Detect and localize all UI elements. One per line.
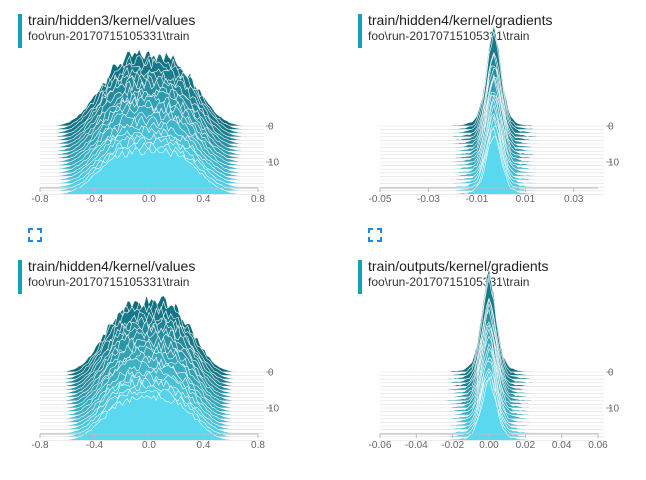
x-tick-label: 0.06 [588, 440, 608, 451]
card-header: train/hidden4/kernel/gradients foo\run-2… [358, 12, 553, 48]
x-tick-label: 0.8 [251, 440, 265, 451]
x-tick-label: -0.06 [369, 440, 392, 451]
card-header: train/hidden4/kernel/values foo\run-2017… [18, 258, 196, 294]
histogram-chart: 0 10 -0.8 -0.4 0.0 0.4 0.8 [31, 294, 280, 451]
y-tick-label: 10 [268, 404, 280, 415]
histogram-ridge-step [40, 392, 258, 441]
histogram-chart: 0 10 -0.8 -0.4 0.0 0.4 0.8 [31, 48, 280, 205]
x-tick-label: 0.02 [516, 440, 536, 451]
y-tick-label: 10 [608, 404, 620, 415]
histogram-chart: 0 10 -0.06 -0.04 -0.02 0.00 0.02 0.04 0.06 [369, 268, 620, 451]
histogram-ridge-step [380, 376, 598, 441]
card-run-name: foo\run-20170715105331\train [28, 29, 190, 43]
x-tick-label: -0.02 [441, 440, 464, 451]
y-tick-label: 0 [608, 368, 614, 379]
x-tick-label: -0.4 [86, 440, 104, 451]
card-run-name: foo\run-20170715105331\train [368, 29, 530, 43]
histogram-card-outputs-gradients: train/outputs/kernel/gradients foo\run-2… [358, 258, 646, 480]
x-tick-label: -0.05 [369, 194, 392, 205]
fullscreen-expand-icon[interactable] [368, 228, 382, 242]
histogram-ridge-step [39, 147, 259, 195]
y-tick-label: 10 [608, 158, 620, 169]
x-tick-label: -0.03 [417, 194, 440, 205]
x-tick-label: 0.0 [142, 194, 156, 205]
x-tick-label: -0.04 [405, 440, 428, 451]
x-tick-label: 0.01 [516, 194, 536, 205]
y-tick-label: 0 [268, 368, 274, 379]
card-title: train/hidden3/kernel/values [28, 12, 196, 28]
x-tick-label: 0.04 [552, 440, 572, 451]
histogram-card-hidden4-gradients: train/hidden4/kernel/gradients foo\run-2… [358, 12, 646, 242]
x-tick-label: 0.8 [251, 194, 265, 205]
card-run-name: foo\run-20170715105331\train [28, 275, 190, 289]
x-tick-label: -0.4 [86, 194, 104, 205]
x-tick-label: 0.4 [197, 440, 211, 451]
fullscreen-expand-icon[interactable] [28, 228, 42, 242]
x-tick-label: -0.8 [31, 440, 49, 451]
x-tick-label: -0.01 [465, 194, 488, 205]
y-tick-label: 0 [268, 122, 274, 133]
y-tick-label: 10 [268, 158, 280, 169]
card-header: train/hidden3/kernel/values foo\run-2017… [18, 12, 196, 48]
x-tick-label: 0.03 [564, 194, 584, 205]
x-tick-label: -0.8 [31, 194, 49, 205]
histogram-card-hidden3-values: train/hidden3/kernel/values foo\run-2017… [18, 12, 318, 242]
y-tick-label: 0 [608, 122, 614, 133]
x-tick-label: 0.4 [197, 194, 211, 205]
x-tick-label: 0.0 [142, 440, 156, 451]
card-title: train/outputs/kernel/gradients [368, 258, 549, 274]
x-tick-label: 0.00 [479, 440, 499, 451]
histogram-card-hidden4-values: train/hidden4/kernel/values foo\run-2017… [18, 258, 318, 480]
card-title: train/hidden4/kernel/gradients [368, 12, 553, 28]
card-title: train/hidden4/kernel/values [28, 258, 196, 274]
histogram-chart: 0 10 -0.05 -0.03 -0.01 0.01 0.03 [369, 25, 620, 205]
